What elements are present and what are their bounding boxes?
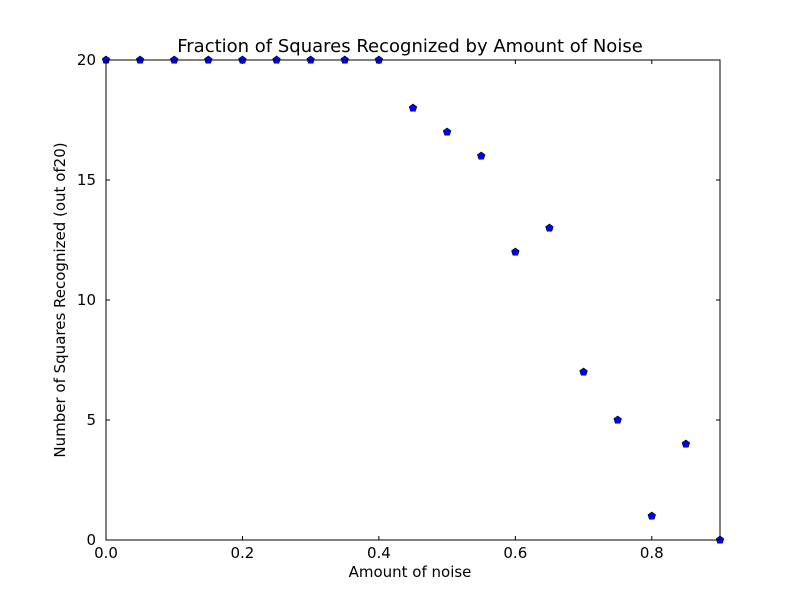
axis-ticks: 0.0 0.2 0.4 0.6 0.8 0 5 10 15 20 [77,51,720,562]
x-tick-label: 0.4 [367,544,391,562]
y-tick-label: 0 [86,531,96,549]
data-point [613,415,622,424]
y-tick-label: 20 [77,51,96,69]
x-tick-label: 0.8 [640,544,664,562]
x-axis-label: Amount of noise [349,563,472,581]
data-point [511,247,520,256]
data-point [647,511,656,520]
y-tick-label: 10 [77,291,96,309]
x-tick-label: 0.2 [231,544,255,562]
chart-title: Fraction of Squares Recognized by Amount… [177,36,643,57]
y-tick-label: 15 [77,171,96,189]
y-tick-label: 5 [86,411,96,429]
data-points [101,55,725,544]
data-point [477,151,486,160]
data-point [579,367,588,376]
data-point [408,103,418,112]
plot-frame [105,59,721,541]
x-tick-label: 0.6 [503,544,527,562]
x-tick-label: 0.0 [94,544,118,562]
y-axis-label: Number of Squares Recognized (out of20) [51,142,69,457]
data-point [545,223,554,232]
data-point [681,439,691,448]
data-point [442,127,452,136]
